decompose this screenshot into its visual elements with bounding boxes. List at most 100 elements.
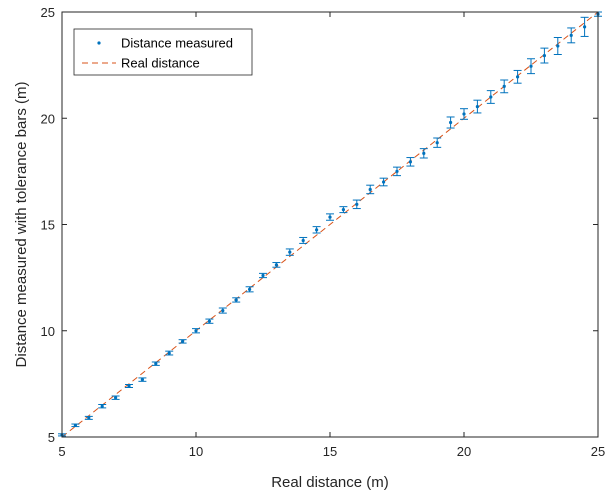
measured-point (583, 25, 587, 29)
measured-point (194, 329, 198, 333)
data-point (98, 403, 107, 409)
measured-point (502, 84, 506, 88)
measured-point (248, 287, 252, 291)
x-tick-label: 20 (457, 444, 471, 459)
measured-point (154, 362, 158, 366)
measured-point (449, 120, 453, 125)
data-point (379, 177, 388, 187)
measured-point (408, 160, 412, 164)
real-distance-line (61, 11, 599, 438)
data-point (138, 377, 147, 382)
legend-box (73, 28, 253, 76)
data-point (71, 423, 80, 428)
data-point (500, 79, 509, 94)
data-point (419, 148, 428, 159)
legend: Distance measured Real distance (73, 28, 253, 76)
x-axis-label: Real distance (m) (271, 474, 389, 491)
data-point (352, 199, 361, 210)
data-point (232, 297, 241, 303)
y-axis-label: Distance measured with tolerance bars (m… (13, 82, 30, 368)
measured-point (542, 53, 547, 58)
measured-point (181, 339, 185, 343)
measured-point (87, 416, 91, 420)
x-tick-label: 10 (189, 444, 203, 459)
y-tick-label: 15 (41, 218, 55, 233)
measured-point (114, 396, 118, 400)
measured-point (234, 298, 238, 302)
data-point (580, 16, 589, 37)
data-point (486, 90, 495, 104)
data-point (84, 415, 93, 420)
measured-point (395, 169, 399, 173)
y-axis-ticks: 5 10 15 20 25 (41, 5, 598, 445)
measured-point (328, 215, 332, 219)
measured-point (301, 238, 305, 243)
legend-label-real: Real distance (121, 56, 200, 71)
data-point (567, 27, 576, 44)
data-point (473, 99, 482, 114)
measured-point (556, 44, 560, 48)
y-tick-label: 10 (41, 324, 55, 339)
data-point (245, 286, 254, 293)
data-point (513, 69, 522, 84)
data-point (433, 137, 442, 148)
y-tick-label: 20 (41, 111, 55, 126)
data-point (151, 361, 160, 366)
y-tick-label: 25 (41, 5, 55, 20)
data-point (165, 350, 174, 356)
data-point (527, 58, 535, 75)
measured-point (100, 404, 104, 408)
measured-point (341, 208, 345, 212)
data-point (312, 226, 321, 234)
data-point (460, 108, 468, 120)
data-point (393, 166, 401, 177)
measured-point (221, 308, 225, 313)
data-point (272, 262, 281, 268)
data-point (366, 184, 375, 195)
legend-marker-measured (97, 41, 101, 45)
data-point (125, 384, 133, 388)
measured-point (382, 180, 386, 184)
y-tick-label: 5 (48, 430, 55, 445)
real-distance-series (61, 11, 599, 438)
data-point (178, 339, 187, 344)
measured-point (274, 263, 278, 267)
measured-point (489, 95, 493, 99)
measured-distance-series (58, 11, 602, 437)
data-point (446, 116, 455, 129)
measured-point (261, 273, 265, 278)
data-point (192, 328, 200, 334)
measured-point (207, 319, 211, 323)
measured-point (462, 112, 466, 116)
measured-point (529, 64, 533, 68)
data-point (553, 37, 562, 55)
measured-point (435, 141, 439, 145)
data-point (111, 395, 120, 400)
data-point (299, 236, 308, 244)
data-point (285, 248, 294, 256)
measured-point (516, 75, 520, 79)
data-point (218, 307, 227, 314)
measured-point (368, 187, 372, 192)
measured-point (355, 202, 359, 206)
data-point (259, 272, 267, 279)
measured-point (127, 384, 131, 388)
x-tick-label: 5 (58, 444, 65, 459)
measured-point (73, 423, 77, 427)
data-point (540, 47, 549, 64)
measured-point (422, 151, 426, 155)
data-point (205, 318, 214, 324)
measured-point (315, 228, 319, 232)
measured-point (140, 378, 144, 382)
measured-point (167, 351, 171, 355)
legend-label-measured: Distance measured (121, 36, 233, 51)
x-axis-ticks: 5 10 15 20 25 (58, 12, 605, 459)
data-point (406, 157, 415, 167)
data-point (339, 206, 348, 214)
measured-point (569, 33, 573, 37)
data-point (326, 213, 334, 221)
measured-point (288, 250, 292, 254)
x-tick-label: 25 (591, 444, 605, 459)
